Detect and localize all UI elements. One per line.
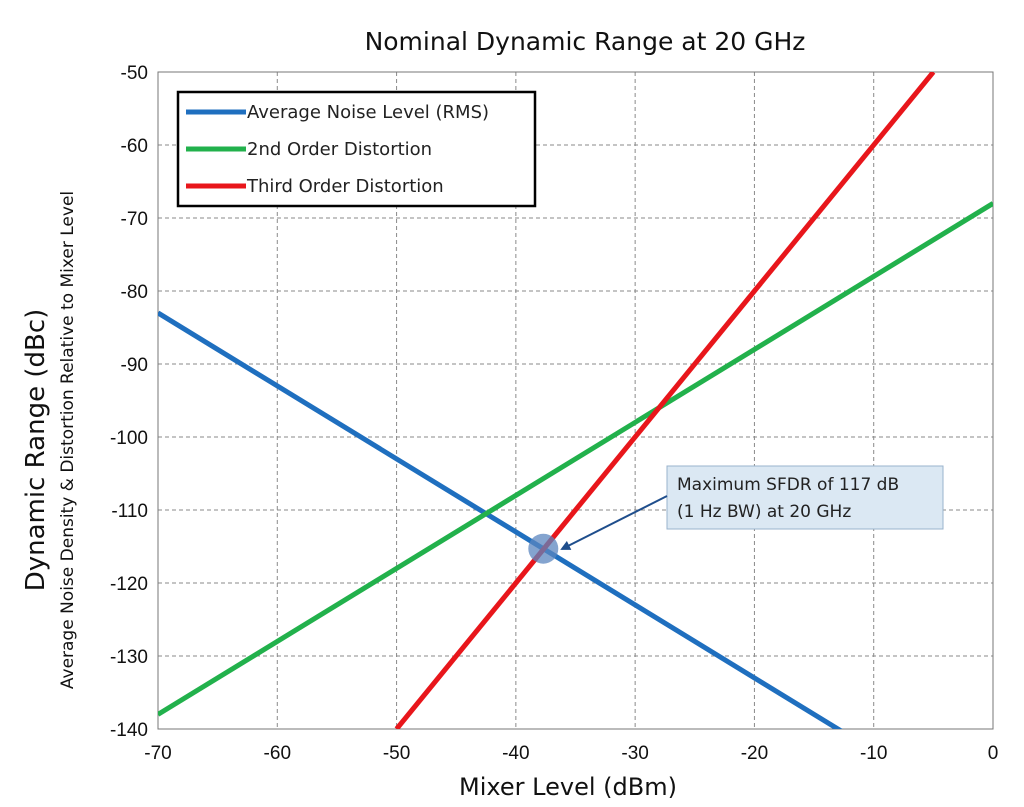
series-layer	[158, 72, 993, 729]
x-tick-label: -20	[741, 743, 768, 764]
y-tick-label: -70	[121, 209, 148, 230]
y-tick-label: -50	[121, 63, 148, 84]
y-tick-label: -130	[110, 647, 148, 668]
legend-label: 2nd Order Distortion	[247, 139, 432, 160]
x-tick-label: 0	[988, 743, 999, 764]
x-tick-label: -70	[144, 743, 171, 764]
x-tick-label: -60	[264, 743, 291, 764]
noise-level-line	[158, 310, 843, 729]
x-axis-label: Mixer Level (dBm)	[459, 773, 677, 801]
y-axis-ticks: -50 -60 -70 -80 -90 -100 -110 -120 -130 -140	[110, 63, 148, 741]
annotation: Maximum SFDR of 117 dB (1 Hz BW) at 20 G…	[560, 465, 944, 550]
y-tick-label: -100	[110, 428, 148, 449]
legend-label: Average Noise Level (RMS)	[247, 102, 489, 123]
y-tick-label: -90	[121, 355, 148, 376]
x-tick-label: -40	[502, 743, 529, 764]
legend-entry-noise: Average Noise Level (RMS)	[186, 102, 489, 123]
x-axis-ticks: -70 -60 -50 -40 -30 -20 -10 0	[144, 743, 998, 764]
y-tick-label: -120	[110, 574, 148, 595]
sfdr-point-marker	[528, 533, 559, 564]
legend-entry-third-order: Third Order Distortion	[186, 176, 444, 197]
legend: Average Noise Level (RMS) 2nd Order Disto…	[176, 90, 537, 208]
y-tick-label: -140	[110, 720, 148, 741]
legend-entry-second-order: 2nd Order Distortion	[186, 139, 432, 160]
third-order-distortion-line	[394, 72, 936, 729]
y-tick-label: -110	[111, 501, 148, 522]
y-axis-label: Dynamic Range (dBc)	[21, 309, 51, 592]
x-tick-label: -50	[383, 743, 410, 764]
legend-label: Third Order Distortion	[246, 176, 444, 197]
y-tick-label: -60	[121, 136, 148, 157]
chart-title: Nominal Dynamic Range at 20 GHz	[365, 27, 806, 56]
x-tick-label: -10	[860, 743, 887, 764]
x-tick-label: -30	[621, 743, 648, 764]
annotation-line-1: Maximum SFDR of 117 dB	[677, 475, 899, 495]
y-tick-label: -80	[121, 282, 148, 303]
second-order-distortion-line	[158, 201, 993, 717]
annotation-arrow	[560, 495, 668, 550]
annotation-box	[666, 465, 944, 530]
annotation-line-2: (1 Hz BW) at 20 GHz	[677, 502, 851, 522]
y-axis-label-secondary: Average Noise Density & Distortion Relat…	[58, 191, 78, 689]
plot-border	[157, 71, 994, 730]
